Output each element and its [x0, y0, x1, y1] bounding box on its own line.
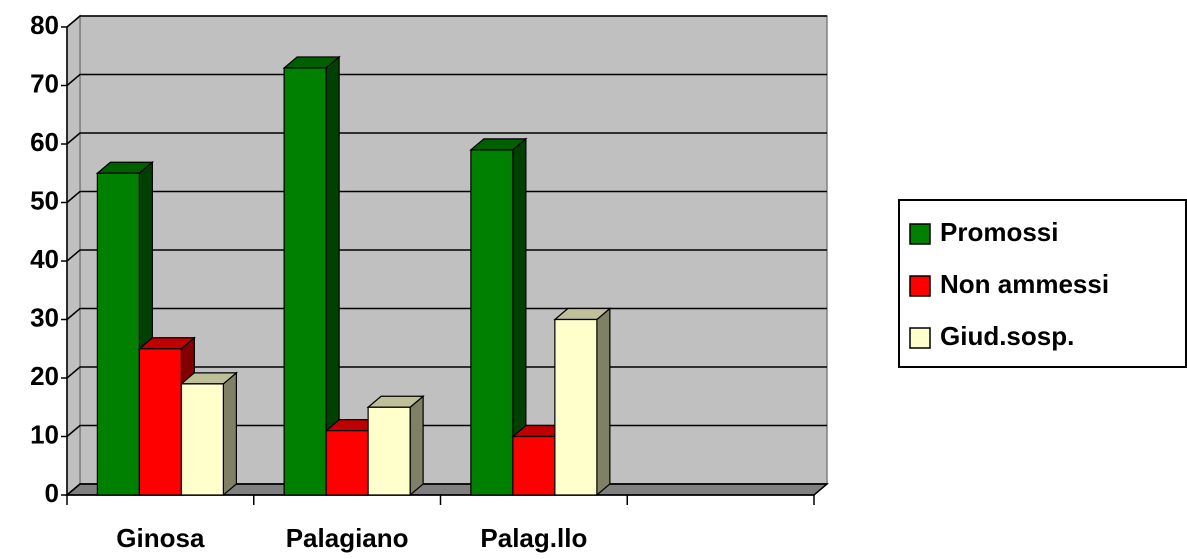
- y-tick-label: 40: [30, 244, 59, 274]
- y-tick-label: 70: [30, 68, 59, 98]
- bar-front: [138, 348, 182, 496]
- grid-line: [66, 15, 827, 28]
- legend-label: Non ammessi: [940, 269, 1109, 299]
- y-tick-label: 80: [30, 10, 59, 40]
- grid-line: [66, 132, 827, 145]
- bar: [282, 55, 341, 497]
- grid-line: [66, 249, 827, 262]
- bar-front: [283, 67, 327, 496]
- bar-side: [596, 307, 611, 497]
- grid-line: [66, 73, 827, 87]
- legend-box: [898, 199, 1187, 368]
- y-tick-label: 60: [30, 127, 59, 157]
- bar-front: [470, 149, 514, 496]
- bar-front: [180, 383, 224, 496]
- bar-front: [325, 430, 369, 496]
- y-tick-label: 30: [30, 302, 59, 332]
- y-tick-label: 0: [45, 478, 59, 508]
- bar: [179, 371, 239, 497]
- bar-front: [96, 172, 140, 496]
- y-tick-label: 10: [30, 419, 59, 449]
- x-tick-label: Palag.llo: [480, 523, 587, 553]
- x-tick-label: Ginosa: [116, 523, 205, 553]
- legend-swatch: [909, 327, 931, 349]
- x-tick-label: Palagiano: [286, 523, 409, 553]
- bar: [366, 394, 425, 497]
- bar: [553, 307, 612, 497]
- legend-swatch: [909, 223, 931, 245]
- bar-side: [222, 371, 237, 497]
- bar-front: [554, 318, 598, 496]
- legend-label: Giud.sosp.: [940, 321, 1074, 351]
- grid-line: [66, 190, 827, 204]
- y-tick-label: 50: [30, 185, 59, 215]
- bar-front: [367, 406, 411, 496]
- bar-side: [409, 394, 424, 497]
- legend-swatch: [909, 275, 931, 297]
- bar-front: [512, 435, 556, 496]
- y-tick-label: 20: [30, 361, 59, 391]
- legend-label: Promossi: [940, 217, 1059, 247]
